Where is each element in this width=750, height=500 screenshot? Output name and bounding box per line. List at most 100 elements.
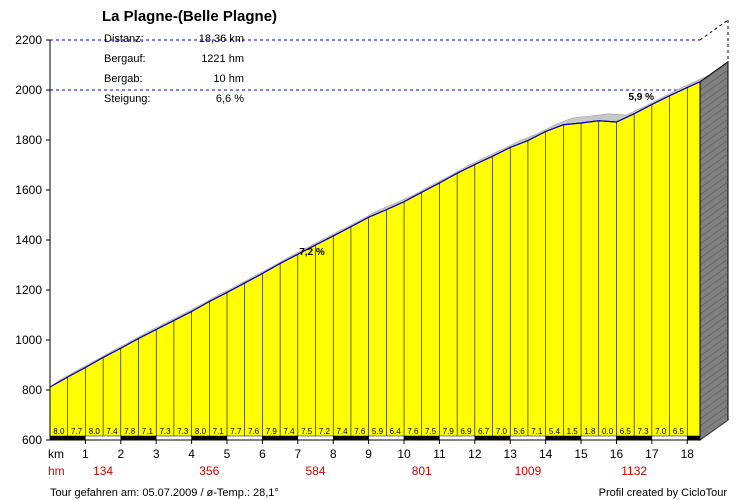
segment-gradient-label: 1.8 (584, 427, 596, 436)
hm-cumulative-label: 1009 (515, 464, 542, 478)
x-unit-label: km (48, 447, 64, 461)
side-hatch-line (699, 69, 729, 91)
stat-label-gradient: Steigung: (104, 93, 150, 105)
side-hatch-line (699, 202, 729, 224)
segment-gradient-label: 7.8 (124, 427, 136, 436)
side-hatch-line (699, 174, 729, 196)
hm-cumulative-label: 134 (93, 464, 113, 478)
side-hatch-line (699, 419, 729, 441)
km-scale-block (687, 435, 701, 441)
km-scale-block (509, 435, 546, 441)
x-tick-label: 8 (330, 447, 337, 461)
labels-layer: 8.0 7.7 8.0 7.4 7.8 7.1 7.3 7.3 8.0 7.1 7.7 7.6 7.9 7… (15, 33, 694, 478)
profile-side-face (699, 60, 729, 441)
x-tick-label: 11 (433, 447, 446, 461)
km-scale-block (226, 435, 263, 441)
gradient-annotation: 7,2 % (299, 247, 325, 258)
segment-gradient-label: 7.1 (531, 427, 543, 436)
km-scale-block (474, 435, 511, 441)
hm-cumulative-label: 584 (306, 464, 326, 478)
x-tick-label: 4 (188, 447, 195, 461)
segment-gradient-label: 6.7 (478, 427, 490, 436)
hm-cumulative-label: 801 (412, 464, 432, 478)
x-tick-label: 13 (504, 447, 518, 461)
x-tick-label: 10 (397, 447, 411, 461)
side-hatch-line (699, 391, 729, 413)
side-hatch-line (699, 181, 729, 203)
side-hatch-line (699, 209, 729, 231)
km-scale-block (332, 435, 369, 441)
km-scale-block (545, 435, 582, 441)
x-tick-label: 18 (681, 447, 695, 461)
x-tick-label: 6 (259, 447, 266, 461)
side-hatch-line (699, 412, 729, 434)
y-tick-label: 1400 (15, 233, 42, 247)
km-scale-block (580, 435, 617, 441)
segment-gradient-label: 1.5 (567, 427, 579, 436)
profile-edge-line (49, 81, 701, 388)
side-hatch-line (699, 146, 729, 168)
km-scale-block (439, 435, 476, 441)
segment-gradient-label: 7.6 (248, 427, 260, 436)
segment-gradient-label: 8.0 (89, 427, 101, 436)
segment-gradient-label: 6.9 (460, 427, 472, 436)
side-hatch-line (699, 139, 729, 161)
km-scale-block (85, 435, 122, 441)
side-hatch-line (699, 223, 729, 245)
km-scale-block (262, 435, 299, 441)
side-hatch-line (699, 167, 729, 189)
segment-gradient-label: 7.4 (283, 427, 295, 436)
side-hatch-line (699, 370, 729, 392)
x-tick-label: 14 (539, 447, 553, 461)
segment-gradient-label: 7.2 (319, 427, 331, 436)
segment-gradient-label: 7.3 (159, 427, 171, 436)
km-scale-block (651, 435, 688, 441)
segment-gradient-label: 7.4 (337, 427, 349, 436)
side-hatch-line (699, 244, 729, 266)
side-hatch-line (699, 300, 729, 322)
y-tick-label: 600 (22, 433, 42, 447)
y-tick-label: 2200 (15, 33, 42, 47)
segment-gradient-label: 5.6 (514, 427, 526, 436)
side-hatch-line (699, 230, 729, 252)
side-hatch-line (699, 265, 729, 287)
stat-label-descent: Bergab: (104, 73, 143, 85)
x-tick-label: 7 (294, 447, 301, 461)
side-hatch-line (699, 76, 729, 98)
x-tick-label: 17 (645, 447, 659, 461)
stat-value-ascent: 1221 hm (201, 53, 244, 65)
y-tick-label: 800 (22, 383, 42, 397)
side-hatch-line (699, 342, 729, 364)
chart-title: La Plagne-(Belle Plagne) (102, 8, 277, 25)
segment-gradient-label: 7.3 (177, 427, 189, 436)
hm-unit-label: hm (48, 464, 65, 478)
x-tick-label: 3 (153, 447, 160, 461)
side-hatch-line (699, 104, 729, 126)
gradient-annotation: 5,9 % (628, 92, 654, 103)
segment-gradient-label: 7.6 (407, 427, 419, 436)
hm-cumulative-label: 1132 (621, 464, 647, 478)
stat-label-ascent: Bergauf: (104, 53, 146, 65)
segment-gradient-label: 8.0 (195, 427, 207, 436)
x-tick-label: 2 (117, 447, 124, 461)
side-hatch-line (699, 188, 729, 210)
side-hatch-line (699, 398, 729, 420)
stats-panel: Distanz: 18,36 km Bergauf: 1221 hm Berga… (104, 33, 244, 105)
footer-tour-info: Tour gefahren am: 05.07.2009 / ø-Temp.: … (50, 487, 279, 499)
side-hatch-line (699, 314, 729, 336)
x-tick-label: 12 (468, 447, 482, 461)
side-hatch-line (699, 377, 729, 399)
hm-cumulative-label: 356 (199, 464, 219, 478)
segment-gradient-label: 6.5 (620, 427, 632, 436)
side-hatch-line (699, 97, 729, 119)
segment-gradient-label: 7.1 (213, 427, 225, 436)
side-hatch-line (699, 251, 729, 273)
x-tick-label: 5 (224, 447, 231, 461)
side-hatch-line (699, 321, 729, 343)
segment-gradient-label: 7.4 (106, 427, 118, 436)
side-hatch-line (699, 90, 729, 112)
y-tick-label: 1000 (15, 333, 42, 347)
x-tick-label: 1 (82, 447, 89, 461)
x-tick-label: 16 (610, 447, 624, 461)
profile-area (49, 80, 701, 441)
